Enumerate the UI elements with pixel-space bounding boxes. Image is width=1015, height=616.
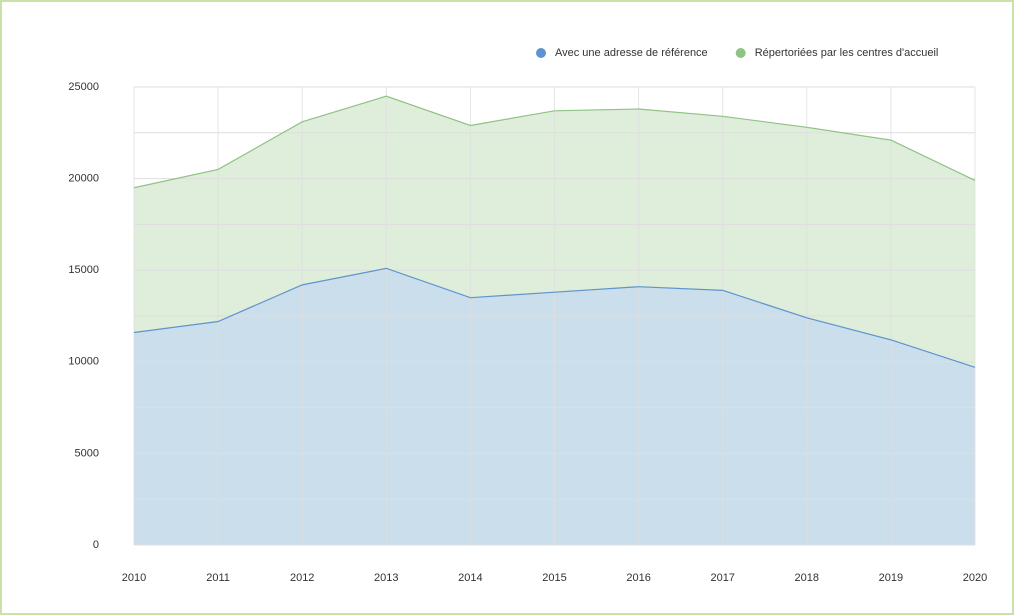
x-tick-label: 2011 <box>206 572 230 584</box>
series-line <box>133 267 976 368</box>
y-tick-label: 0 <box>93 539 99 551</box>
legend-label: Avec une adresse de référence <box>555 47 708 59</box>
x-tick-label: 2016 <box>626 572 650 584</box>
y-tick-label: 25000 <box>68 81 99 93</box>
legend-label: Répertoriées par les centres d'accueil <box>755 47 939 59</box>
x-tick-label: 2015 <box>542 572 566 584</box>
y-tick-label: 10000 <box>68 356 99 368</box>
y-tick-label: 20000 <box>68 173 99 185</box>
x-tick-label: 2014 <box>458 572 482 584</box>
x-tick-label: 2018 <box>795 572 819 584</box>
x-tick-label: 2010 <box>122 572 146 584</box>
y-tick-label: 15000 <box>68 264 99 276</box>
legend-marker <box>735 48 746 58</box>
x-tick-label: 2012 <box>290 572 314 584</box>
legend-marker <box>536 48 546 58</box>
x-tick-label: 2019 <box>879 572 903 584</box>
x-tick-label: 2017 <box>710 572 734 584</box>
x-tick-label: 2013 <box>374 572 398 584</box>
series-line <box>133 95 976 189</box>
x-tick-label: 2020 <box>963 572 987 584</box>
y-tick-label: 5000 <box>75 447 99 459</box>
